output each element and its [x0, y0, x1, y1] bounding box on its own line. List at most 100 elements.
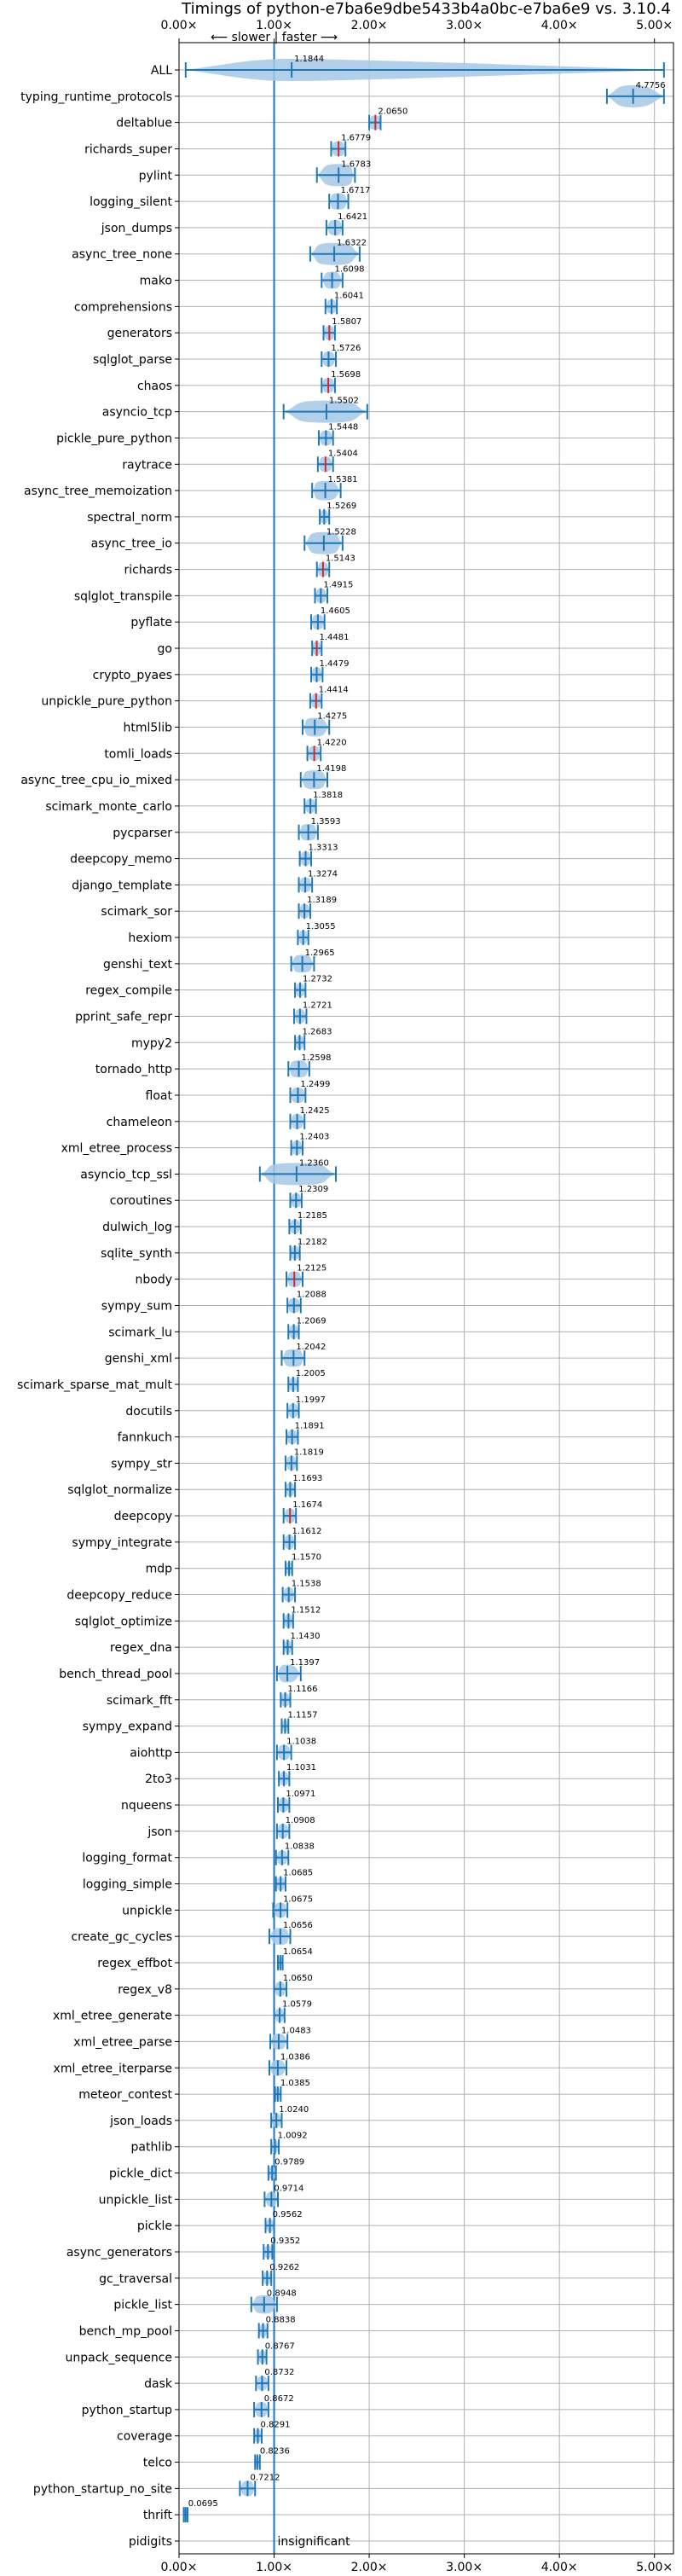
value-label: 2.0650 [378, 107, 407, 117]
value-label: 1.1038 [286, 1737, 316, 1746]
value-label: 1.2069 [297, 1316, 327, 1326]
violin-genshi_xml [280, 1349, 306, 1367]
benchmark-label: pycparser [113, 827, 172, 840]
benchmark-label: pickle_dict [109, 2167, 173, 2181]
value-label: 1.0240 [279, 2105, 309, 2115]
violin-nbody [286, 1271, 303, 1287]
benchmark-label: deepcopy [114, 1510, 172, 1523]
value-label: 0.7212 [250, 2473, 280, 2482]
benchmark-label: tornado_http [95, 1063, 172, 1076]
value-label: 1.1997 [296, 1395, 326, 1405]
benchmark-label: crypto_pyaes [93, 669, 172, 682]
violin-crypto_pyaes [310, 666, 324, 682]
violin-2to3 [278, 1771, 291, 1787]
benchmark-label: scimark_lu [108, 1326, 172, 1339]
value-label: 0.9562 [273, 2210, 303, 2219]
benchmark-label: pylint [139, 169, 173, 183]
violin-xml_etree_parse [269, 2034, 289, 2050]
violin-generators [322, 325, 336, 341]
benchmark-label: dask [144, 2377, 173, 2391]
value-label: 1.4479 [319, 659, 349, 669]
value-label: 1.2309 [298, 1185, 328, 1194]
value-label: 1.6041 [334, 291, 364, 300]
benchmark-label: pprint_safe_repr [75, 1010, 172, 1024]
benchmark-label: raytrace [122, 458, 172, 472]
benchmark-label: nbody [136, 1273, 173, 1287]
violin-mako [321, 271, 344, 289]
benchmark-label: pyflate [130, 616, 172, 629]
violin-tornado_http [287, 1060, 310, 1078]
value-label: 0.0695 [188, 2499, 218, 2509]
violin-sqlglot_parse [321, 351, 338, 368]
value-label: 1.1512 [291, 1605, 321, 1615]
benchmark-label: async_tree_memoization [24, 484, 172, 498]
violin-json [275, 1823, 291, 1839]
violin-thrift [182, 2507, 189, 2523]
violin-genshi_text [290, 954, 315, 973]
xtick-label-top: 4.00× [541, 19, 578, 32]
violin-chameleon [289, 1113, 306, 1129]
benchmark-label: xml_etree_generate [53, 2010, 172, 2023]
xtick-label-bottom: 5.00× [636, 2561, 673, 2574]
violin-scimark_sparse_mat_mult [287, 1376, 299, 1392]
violin-telco [254, 2454, 261, 2470]
violin-coverage [253, 2428, 263, 2444]
benchmark-label: chameleon [107, 1116, 172, 1129]
violin-docutils [286, 1402, 300, 1419]
benchmark-label: chaos [137, 380, 172, 393]
violin-async_tree_memoization [311, 480, 342, 501]
benchmark-label: sympy_integrate [72, 1536, 172, 1550]
benchmark-label: regex_dna [110, 1641, 172, 1655]
value-label: 1.2042 [296, 1343, 326, 1352]
benchmark-label: fannkuch [118, 1431, 172, 1445]
violin-unpickle_list [263, 2191, 279, 2208]
violin-logging_silent [328, 193, 350, 210]
benchmark-label: 2to3 [145, 1772, 172, 1786]
benchmark-label: scimark_sparse_mat_mult [17, 1378, 172, 1392]
value-label: 0.8291 [260, 2421, 290, 2430]
axis-layer: 0.00× 0.00× 1.00× 1.00× 2.00× 2.00× 3.00× 3.00×… [161, 19, 673, 2574]
value-label: 1.0685 [283, 1869, 313, 1878]
value-label: 1.0579 [282, 2000, 312, 2010]
violin-mypy2 [294, 1035, 306, 1051]
benchmark-label: mypy2 [131, 1036, 172, 1050]
value-label: 1.2721 [303, 1001, 332, 1010]
violin-xml_etree_generate [273, 2007, 286, 2023]
benchmark-label: sympy_str [111, 1457, 172, 1471]
direction-note: ⟵ slower | faster ⟶ [211, 31, 338, 44]
value-label: 1.5448 [328, 422, 358, 432]
violin-unpack_sequence [257, 2349, 268, 2365]
violin-richards [315, 561, 331, 577]
benchmark-label: coverage [117, 2430, 172, 2444]
violin-chaos [321, 377, 336, 393]
violin-float [289, 1087, 307, 1103]
violin-dulwich_log [288, 1219, 302, 1235]
benchmark-label: meteor_contest [78, 2088, 172, 2102]
value-label: 1.2425 [300, 1106, 330, 1116]
benchmark-label: hexiom [128, 931, 172, 945]
violin-comprehensions [324, 299, 338, 315]
benchmark-label: xml_etree_process [61, 1142, 172, 1156]
value-label: 1.5143 [326, 554, 355, 564]
value-label: 1.5698 [331, 370, 361, 380]
violin-pickle [264, 2218, 275, 2234]
value-label: 1.1844 [294, 55, 324, 64]
benchmark-label: pickle_list [113, 2299, 172, 2312]
violin-xml_etree_process [290, 1140, 303, 1156]
insignificant-label: insignificant [278, 2535, 351, 2549]
value-label: 1.0971 [286, 1790, 315, 1799]
violin-deepcopy [282, 1508, 298, 1524]
benchmark-label: richards [124, 564, 173, 577]
benchmark-label: asyncio_tcp [102, 406, 172, 420]
benchmark-label: spectral_norm [87, 511, 172, 525]
benchmark-label: async_generators [66, 2246, 172, 2260]
violin-layer [182, 59, 665, 2523]
value-label: 1.2683 [302, 1027, 332, 1036]
benchmark-label: logging_silent [90, 195, 172, 209]
benchmark-label: regex_compile [85, 984, 172, 998]
benchmark-label: pickle [137, 2219, 172, 2233]
benchmark-label: html5lib [124, 721, 173, 734]
violin-fannkuch [286, 1429, 299, 1445]
benchmark-label: pathlib [131, 2141, 173, 2155]
